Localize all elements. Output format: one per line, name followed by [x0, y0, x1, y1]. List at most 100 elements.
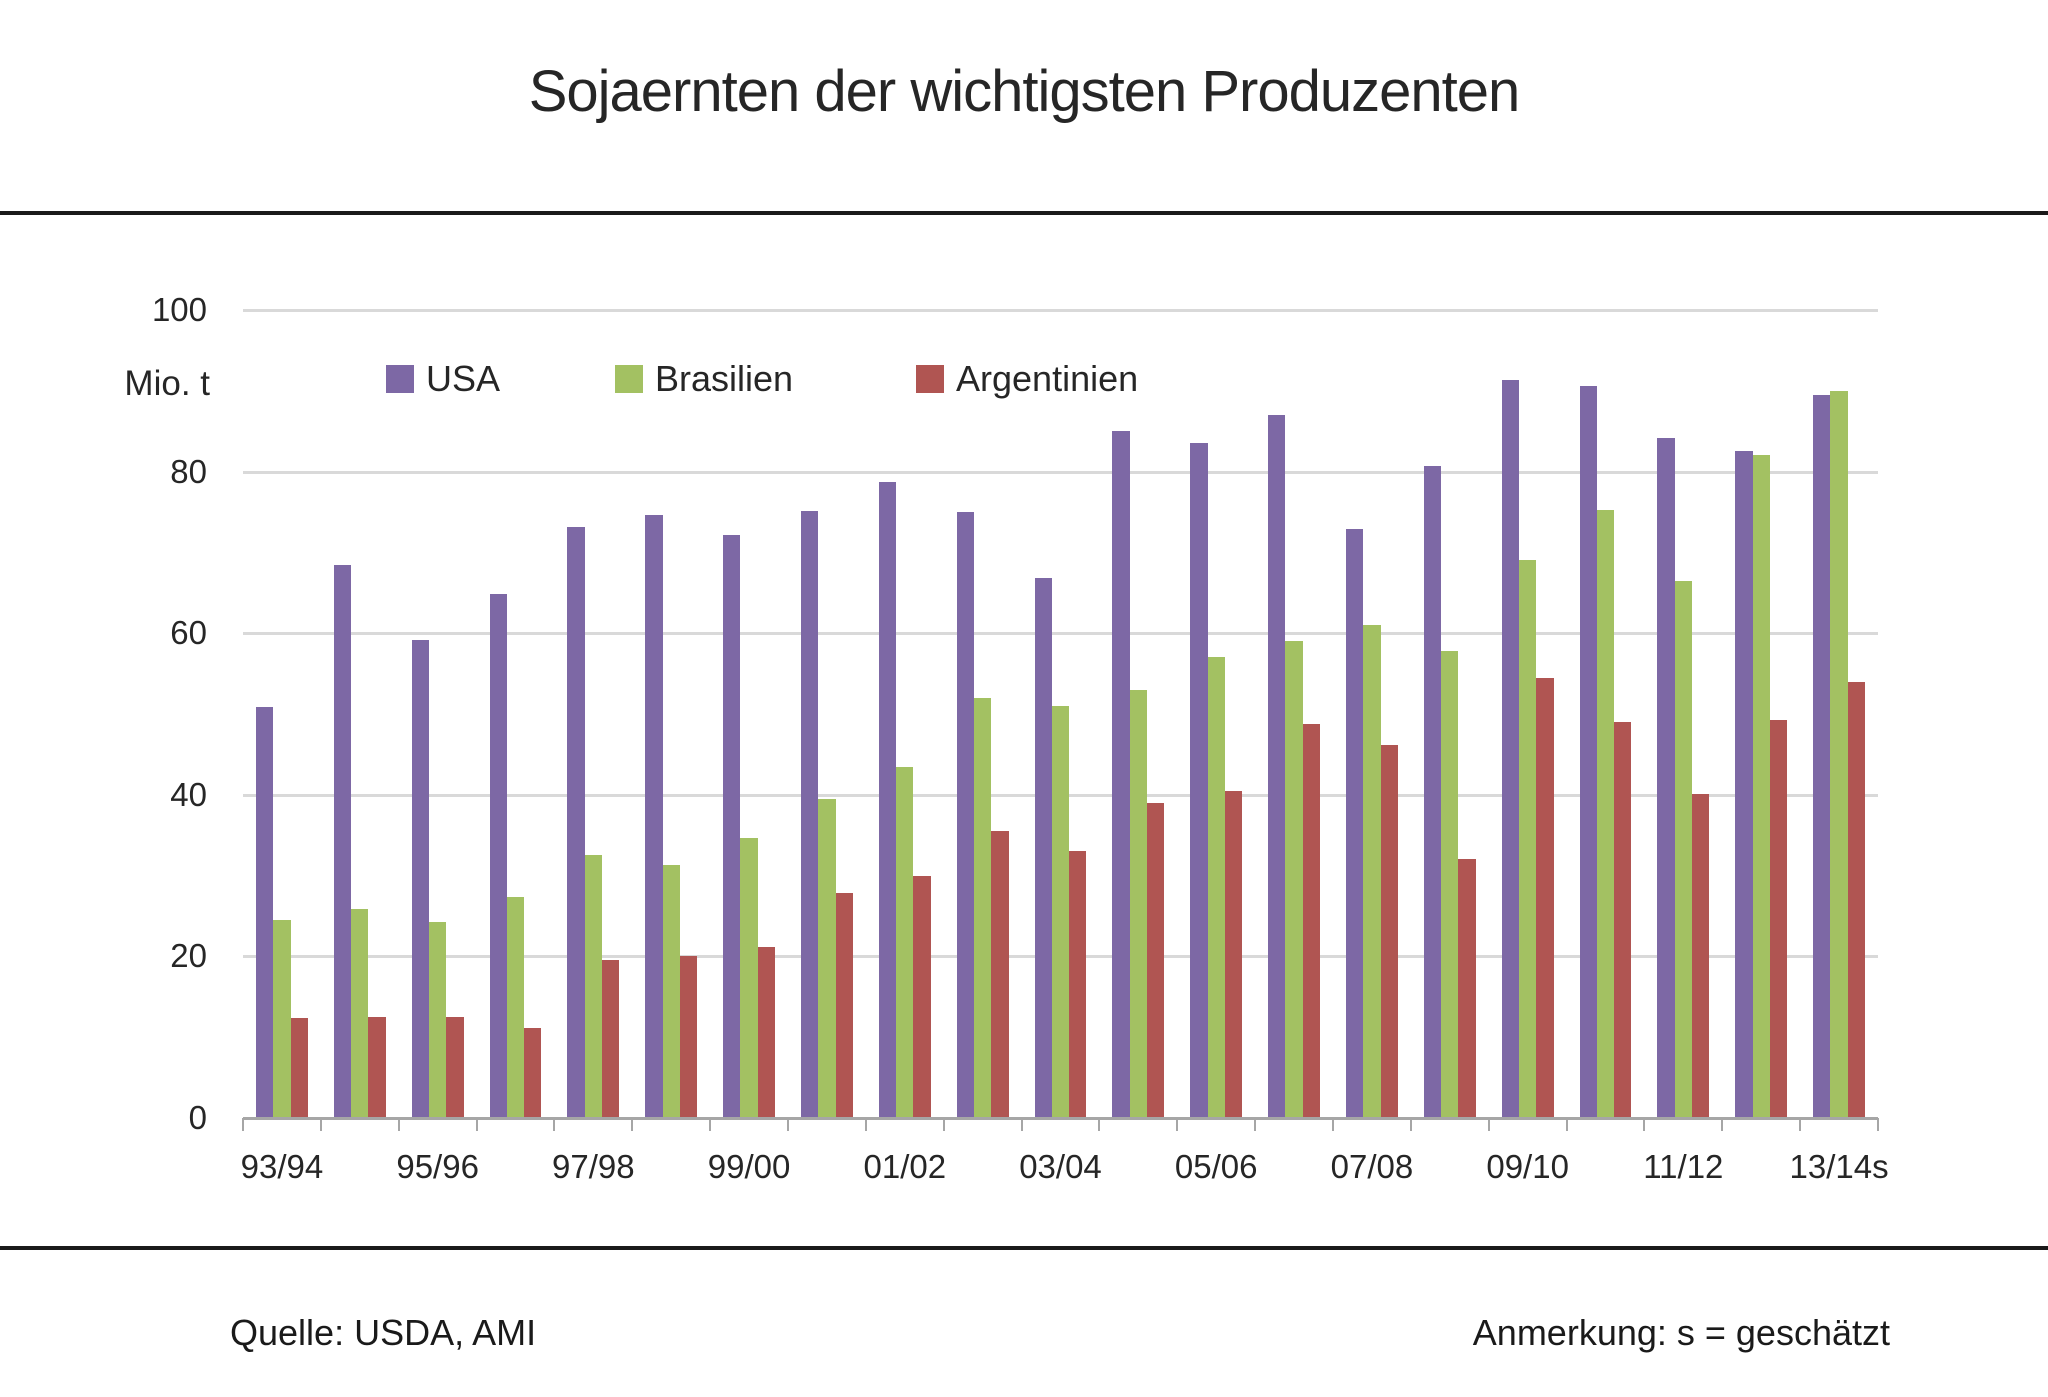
bar-Argentinien-94/95	[368, 1017, 386, 1118]
bar-Brasilien-11/12	[1674, 580, 1692, 1118]
gridline-60	[243, 632, 1878, 636]
x-axis-tick	[1721, 1118, 1724, 1131]
bar-Argentinien-93/94	[290, 1017, 308, 1118]
bar-Brasilien-06/07	[1285, 641, 1303, 1118]
x-tick-label-07/08: 07/08	[1330, 1148, 1414, 1185]
x-axis-tick	[1565, 1118, 1568, 1131]
y-tick-label-60: 60	[170, 614, 207, 652]
source-note: Quelle: USDA, AMI	[230, 1312, 537, 1353]
bar-USA-04/05	[1112, 431, 1130, 1118]
x-axis-tick	[1487, 1118, 1490, 1131]
bar-Brasilien-98/99	[662, 865, 680, 1118]
y-tick-label-100: 100	[151, 291, 207, 328]
bar-USA-99/00	[723, 534, 741, 1118]
bar-USA-09/10	[1501, 379, 1519, 1118]
bar-Argentinien-03/04	[1069, 851, 1087, 1118]
bar-Brasilien-03/04	[1051, 705, 1070, 1118]
bar-USA-11/12	[1657, 437, 1675, 1118]
bar-group-95/96	[399, 310, 477, 1118]
bar-USA-93/94	[255, 706, 274, 1118]
legend-item-Argentinien: Argentinien	[916, 358, 1139, 399]
bar-Brasilien-01/02	[896, 766, 914, 1118]
bar-Argentinien-97/98	[601, 960, 620, 1118]
bar-USA-95/96	[411, 639, 429, 1118]
x-tick-label-03/04: 03/04	[1019, 1148, 1102, 1185]
bar-group-12/13	[1722, 310, 1800, 1118]
legend-swatch-icon	[916, 365, 944, 393]
x-axis-tick	[1643, 1118, 1646, 1131]
bar-group-06/07	[1255, 310, 1333, 1118]
legend-item-Brasilien: Brasilien	[615, 358, 794, 399]
x-axis-tick	[787, 1118, 789, 1131]
bar-group-98/99	[632, 310, 710, 1118]
y-tick-label-80: 80	[170, 452, 207, 490]
bar-Brasilien-13/14s	[1830, 390, 1848, 1118]
bar-Argentinien-00/01	[835, 893, 853, 1118]
x-tick-label-99/00: 99/00	[707, 1148, 791, 1185]
bar-group-00/01	[788, 310, 866, 1118]
x-tick-label-09/10: 09/10	[1486, 1148, 1569, 1185]
bar-Brasilien-93/94	[273, 920, 291, 1118]
top-separator-line	[0, 211, 2048, 215]
x-axis-tick	[553, 1118, 556, 1131]
bar-Brasilien-00/01	[818, 798, 836, 1118]
bar-Brasilien-96/97	[506, 897, 525, 1118]
x-tick-label-05/06: 05/06	[1174, 1148, 1258, 1185]
x-tick-label-11/12: 11/12	[1643, 1148, 1724, 1185]
chart-title: Sojaernten der wichtigsten Produzenten	[528, 59, 1521, 124]
bar-group-08/09	[1411, 310, 1489, 1118]
bar-group-03/04	[1022, 310, 1100, 1118]
bar-Brasilien-94/95	[351, 908, 369, 1118]
bar-group-13/14s	[1800, 310, 1878, 1118]
y-tick-label-40: 40	[170, 775, 207, 813]
bar-Argentinien-99/00	[757, 946, 775, 1118]
y-tick-label-0: 0	[188, 1099, 207, 1136]
legend-label: Brasilien	[655, 358, 794, 399]
bar-group-10/11	[1567, 310, 1645, 1118]
bar-Argentinien-96/97	[524, 1027, 542, 1118]
bar-Brasilien-02/03	[973, 697, 992, 1118]
bar-USA-06/07	[1268, 415, 1286, 1118]
x-tick-label-97/98: 97/98	[552, 1148, 635, 1185]
bar-Argentinien-13/14s	[1847, 681, 1865, 1118]
bar-group-01/02	[866, 310, 944, 1118]
bar-Argentinien-95/96	[446, 1017, 464, 1118]
bar-group-11/12	[1644, 310, 1722, 1118]
bar-Brasilien-95/96	[428, 922, 447, 1118]
bar-USA-02/03	[956, 512, 974, 1118]
bar-Brasilien-09/10	[1518, 560, 1537, 1118]
legend-label: USA	[426, 358, 501, 399]
x-axis-tick	[1409, 1118, 1412, 1131]
bar-group-94/95	[321, 310, 399, 1118]
bar-Argentinien-12/13	[1769, 719, 1788, 1118]
x-tick-label-13/14s: 13/14s	[1789, 1148, 1889, 1185]
bar-Brasilien-04/05	[1129, 689, 1147, 1118]
bar-group-97/98	[554, 310, 632, 1118]
bar-Argentinien-02/03	[991, 831, 1009, 1118]
bar-group-07/08	[1333, 310, 1411, 1118]
x-axis-tick	[709, 1118, 712, 1131]
x-axis-tick	[1020, 1118, 1023, 1131]
bar-group-02/03	[944, 310, 1022, 1118]
bar-Brasilien-12/13	[1752, 455, 1770, 1118]
bar-Argentinien-01/02	[913, 875, 931, 1118]
bar-Argentinien-10/11	[1614, 722, 1632, 1118]
x-tick-label-95/96: 95/96	[396, 1148, 479, 1185]
bar-USA-03/04	[1034, 578, 1052, 1118]
bar-Argentinien-07/08	[1380, 744, 1398, 1118]
bar-USA-94/95	[333, 565, 352, 1118]
bar-USA-13/14s	[1813, 394, 1831, 1118]
x-axis-tick	[864, 1118, 867, 1131]
gridline-100	[243, 309, 1878, 312]
bottom-separator-line	[0, 1246, 2048, 1250]
legend-label: Argentinien	[956, 358, 1139, 399]
gridline-80	[243, 470, 1878, 474]
bar-Argentinien-09/10	[1536, 677, 1554, 1118]
bar-group-96/97	[477, 310, 555, 1118]
bar-group-99/00	[710, 310, 788, 1118]
bar-USA-12/13	[1735, 450, 1753, 1118]
x-axis-tick	[631, 1118, 634, 1131]
legend-item-USA: USA	[386, 358, 501, 399]
x-axis-tick	[1332, 1118, 1334, 1131]
legend-swatch-icon	[386, 365, 414, 393]
